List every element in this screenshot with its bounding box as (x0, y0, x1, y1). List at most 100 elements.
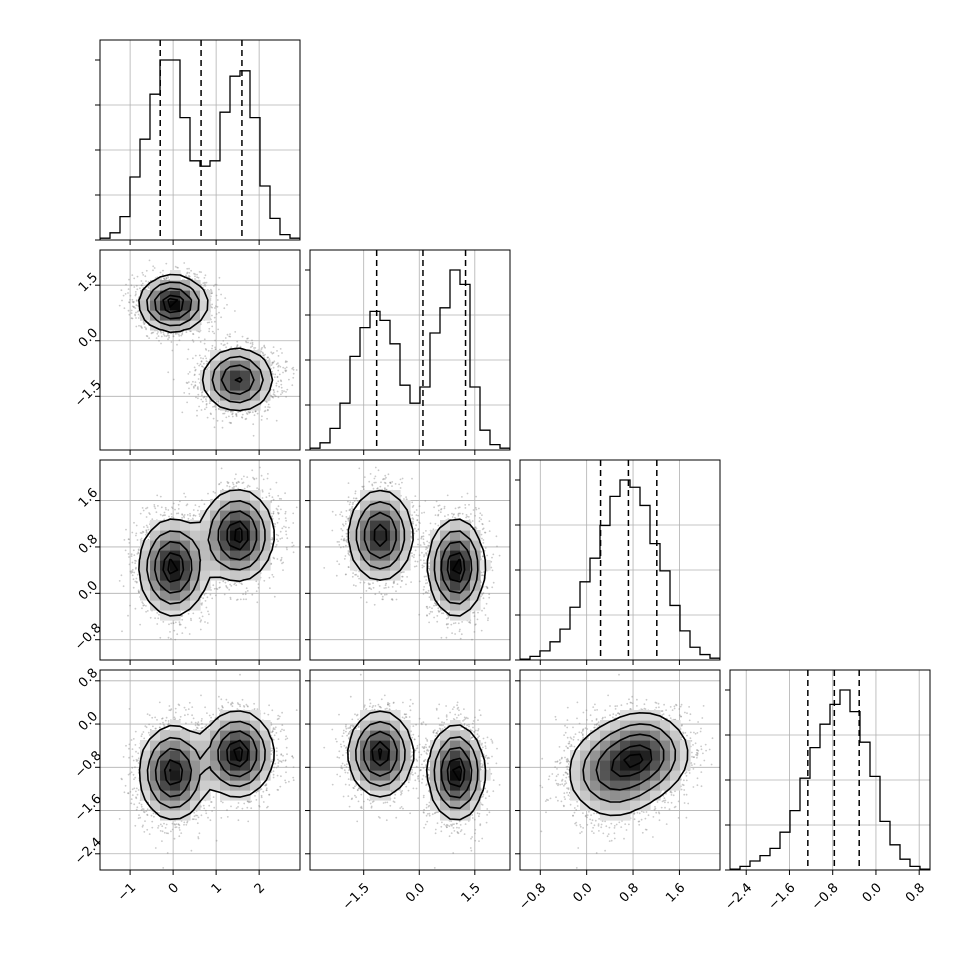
scatter-point (201, 391, 203, 394)
scatter-point (214, 346, 217, 349)
scatter-point (215, 305, 217, 307)
scatter-point (135, 311, 137, 314)
scatter-point (222, 340, 225, 342)
scatter-point (263, 344, 266, 347)
scatter-point (146, 335, 149, 338)
scatter-point (127, 309, 130, 312)
scatter-point (208, 330, 211, 333)
scatter-point (130, 317, 133, 320)
scatter-point (245, 340, 247, 343)
scatter-point (246, 413, 249, 415)
scatter-point (153, 267, 156, 269)
scatter-point (266, 356, 269, 359)
scatter-point (172, 378, 175, 381)
scatter-point (221, 426, 224, 429)
scatter-point (252, 423, 255, 426)
scatter-point (256, 412, 259, 415)
scatter-point (198, 271, 201, 273)
scatter-point (193, 387, 195, 389)
scatter-point (272, 393, 275, 396)
scatter-point (198, 364, 201, 367)
scatter-point (132, 300, 135, 303)
scatter-point (241, 335, 244, 338)
scatter-point (284, 360, 287, 362)
scatter-point (267, 409, 269, 412)
scatter-point (271, 396, 274, 398)
scatter-point (263, 410, 266, 413)
scatter-point (142, 320, 145, 323)
scatter-point (194, 384, 197, 387)
scatter-point (145, 280, 147, 282)
scatter-point (285, 369, 288, 372)
scatter-point (272, 346, 275, 348)
scatter-point (168, 336, 171, 339)
scatter-point (277, 365, 279, 368)
scatter-point (200, 360, 203, 363)
scatter-point (228, 335, 231, 338)
scatter-point (218, 288, 220, 291)
scatter-point (145, 327, 147, 330)
scatter-point (167, 332, 169, 335)
scatter-point (276, 376, 279, 379)
scatter-point (194, 275, 196, 278)
scatter-point (163, 277, 165, 279)
scatter-point (140, 284, 143, 286)
scatter-point (129, 294, 132, 297)
scatter-point (260, 348, 263, 350)
scatter-point (274, 373, 277, 376)
scatter-point (261, 351, 264, 354)
scatter-point (271, 361, 274, 364)
scatter-point (194, 384, 197, 386)
scatter-point (124, 293, 127, 295)
scatter-point (215, 408, 217, 411)
scatter-point (224, 297, 227, 299)
scatter-point (214, 307, 216, 309)
scatter-point (279, 348, 282, 350)
scatter-point (216, 299, 219, 301)
scatter-point (275, 363, 278, 366)
scatter-point (253, 347, 255, 349)
scatter-point (245, 341, 248, 344)
scatter-point (209, 400, 212, 402)
scatter-point (277, 355, 280, 357)
scatter-point (219, 348, 221, 351)
scatter-point (214, 283, 217, 286)
scatter-point (229, 410, 232, 413)
scatter-point (273, 394, 276, 396)
scatter-point (281, 390, 283, 392)
scatter-point (213, 332, 216, 335)
scatter-point (226, 303, 228, 306)
scatter-point (188, 272, 191, 274)
scatter-point (170, 341, 173, 343)
scatter-point (274, 395, 277, 398)
scatter-point (284, 370, 287, 373)
scatter-point (251, 411, 254, 414)
scatter-point (196, 414, 198, 417)
panel-1-0 (95, 249, 301, 455)
scatter-point (162, 331, 165, 334)
scatter-point (275, 384, 278, 387)
scatter-point (227, 410, 229, 413)
scatter-point (181, 411, 184, 414)
scatter-point (141, 327, 143, 329)
scatter-point (235, 415, 238, 418)
scatter-point (174, 333, 177, 335)
scatter-point (140, 325, 142, 327)
scatter-point (231, 410, 234, 413)
scatter-point (220, 316, 223, 319)
scatter-point (277, 364, 280, 367)
scatter-point (183, 262, 186, 264)
scatter-point (281, 352, 283, 354)
scatter-point (144, 275, 147, 278)
scatter-point (254, 347, 257, 349)
scatter-point (207, 361, 209, 363)
scatter-point (282, 371, 284, 374)
scatter-point (217, 401, 220, 403)
scatter-point (263, 345, 266, 348)
scatter-point (139, 287, 141, 290)
scatter-point (200, 357, 202, 359)
scatter-point (129, 298, 131, 301)
scatter-point (148, 259, 151, 262)
scatter-point (199, 341, 202, 343)
scatter-point (193, 373, 196, 376)
